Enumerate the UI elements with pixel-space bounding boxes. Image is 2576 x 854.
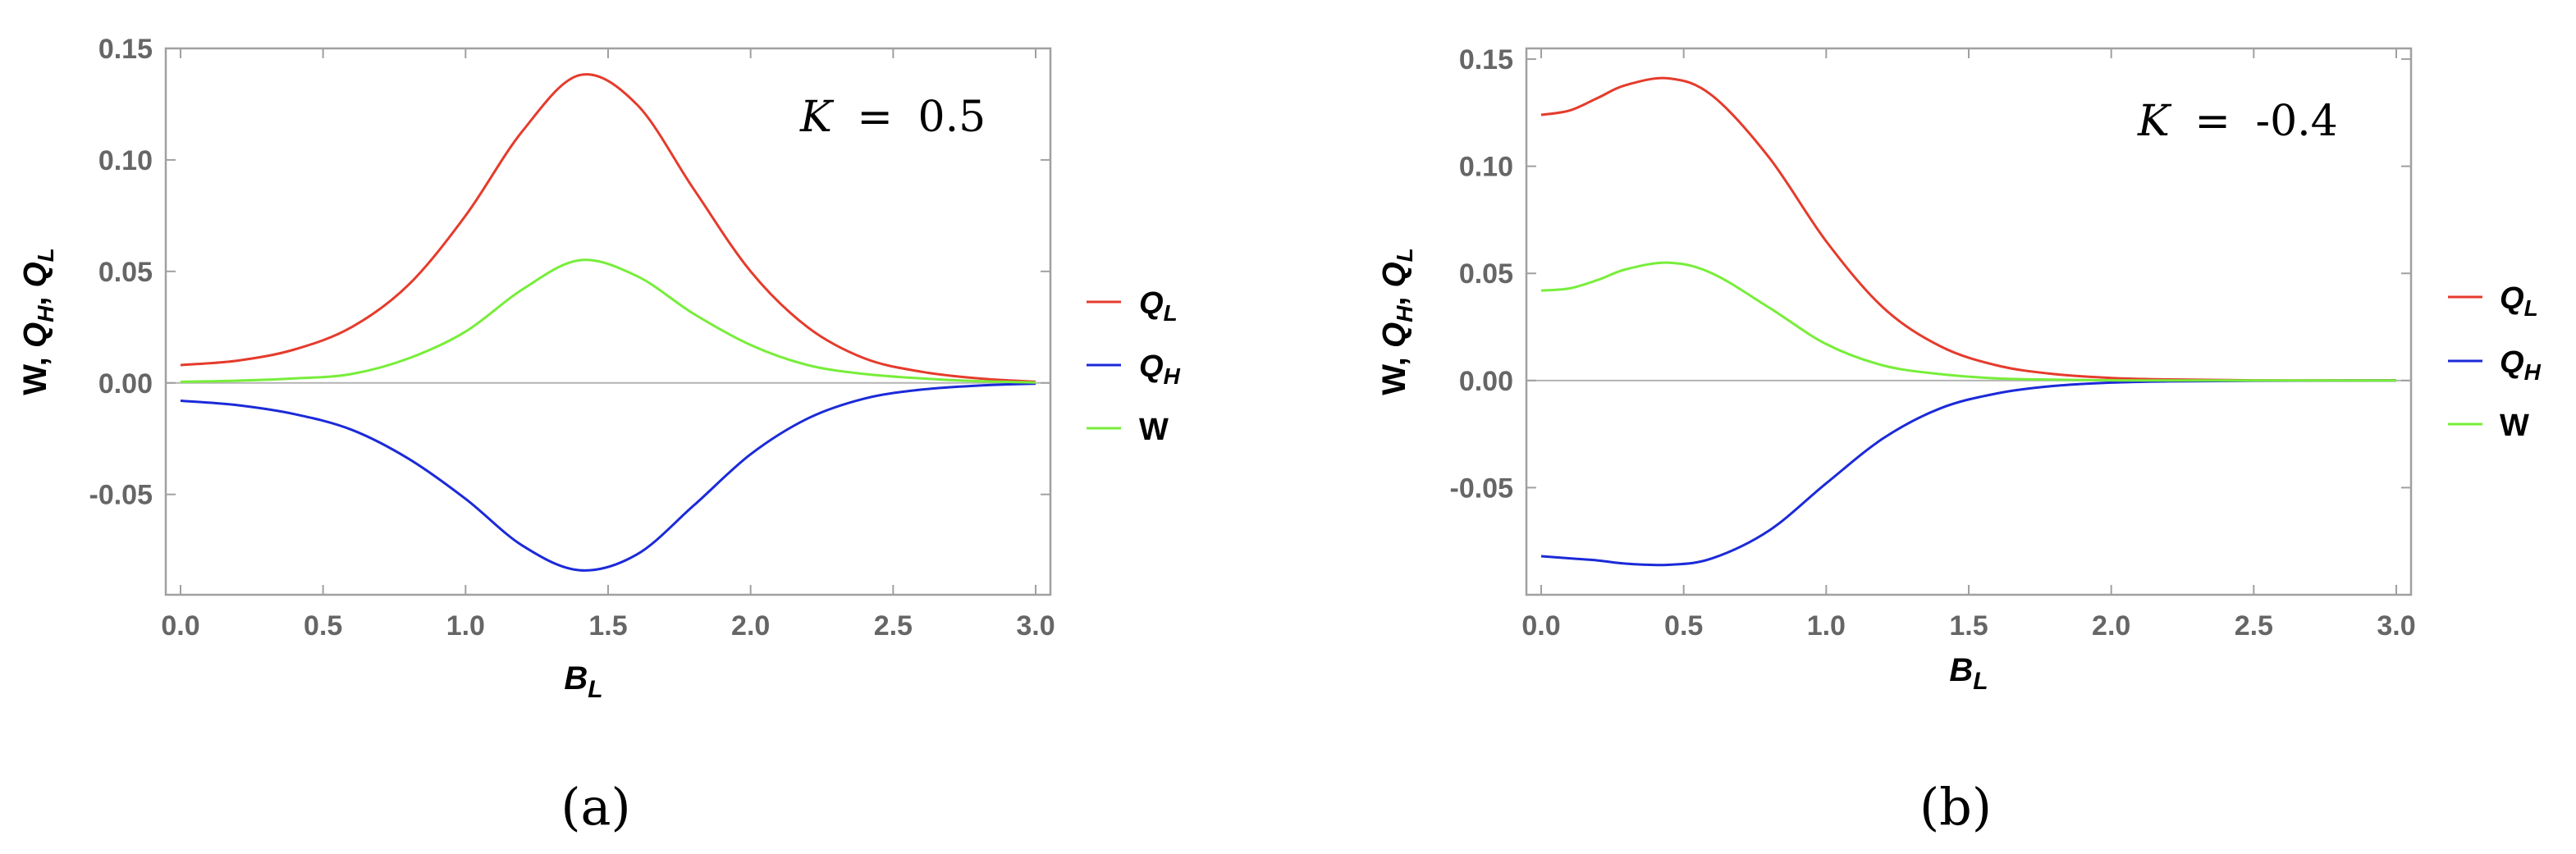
series-line-w: [1540, 261, 2396, 382]
panel-a: 0.0 0.5 1.0 1.5 2.0 2.5 3.0 -0.05 0.00 0…: [17, 34, 1181, 837]
x-tick-label: 2.5: [2235, 610, 2273, 642]
y-tick-label: 0.15: [1459, 44, 1513, 75]
x-axis-label: BL: [1949, 652, 1988, 695]
legend-label-w: W: [2500, 409, 2529, 443]
x-tick-label: 0.0: [161, 610, 199, 642]
legend-label-qh: QH: [2500, 345, 2542, 385]
y-axis-label: W, QH, QL: [1376, 248, 1417, 395]
y-tick-label: 0.10: [1459, 152, 1513, 183]
x-tick-label: 1.5: [588, 610, 627, 642]
y-tick-label: 0.00: [98, 368, 153, 400]
legend-label-ql: QL: [2500, 281, 2538, 321]
tick-marks: [166, 48, 1050, 595]
tick-marks: [1526, 48, 2411, 595]
legend-label-w: W: [1139, 413, 1169, 447]
y-tick-label: -0.05: [89, 480, 153, 511]
x-tick-label: 1.5: [1949, 610, 1988, 642]
x-tick-label: 0.5: [1664, 610, 1703, 642]
k-annotation: K = -0.4: [2137, 97, 2338, 146]
x-tick-label: 2.5: [874, 610, 913, 642]
x-tick-label: 1.0: [1807, 610, 1846, 642]
y-tick-label: 0.05: [98, 257, 153, 288]
x-tick-label: 1.0: [446, 610, 485, 642]
legend: QL QH W: [1087, 286, 1181, 447]
x-tick-label: 2.0: [2092, 610, 2130, 642]
y-tick-label: 0.10: [98, 145, 153, 176]
y-axis-label: W, QH, QL: [17, 248, 58, 395]
k-annotation: K = 0.5: [799, 93, 986, 142]
x-tick-label: 3.0: [1016, 610, 1055, 642]
series-line-qh: [180, 382, 1036, 572]
panel-b: 0.0 0.5 1.0 1.5 2.0 2.5 3.0 -0.05 0.00 0…: [1376, 44, 2542, 837]
x-tick-label: 3.0: [2377, 610, 2415, 642]
y-tick-label: 0.15: [98, 34, 153, 65]
series-line-qh: [1540, 379, 2397, 567]
y-tick-label: -0.05: [1450, 473, 1514, 504]
legend-label-qh: QH: [1139, 349, 1181, 389]
legend: QL QH W: [2448, 281, 2542, 443]
x-tick-label: 2.0: [731, 610, 770, 642]
panel-caption-a: (a): [560, 777, 630, 837]
panel-caption-b: (b): [1919, 777, 1992, 837]
series-line-w: [180, 258, 1036, 384]
x-axis-label: BL: [564, 660, 602, 703]
y-tick-label: 0.05: [1459, 258, 1513, 290]
legend-label-ql: QL: [1139, 286, 1178, 326]
y-tick-label: 0.00: [1459, 366, 1513, 397]
x-tick-label: 0.5: [304, 610, 342, 642]
series-line-ql: [180, 73, 1036, 383]
x-tick-label: 0.0: [1521, 610, 1560, 642]
